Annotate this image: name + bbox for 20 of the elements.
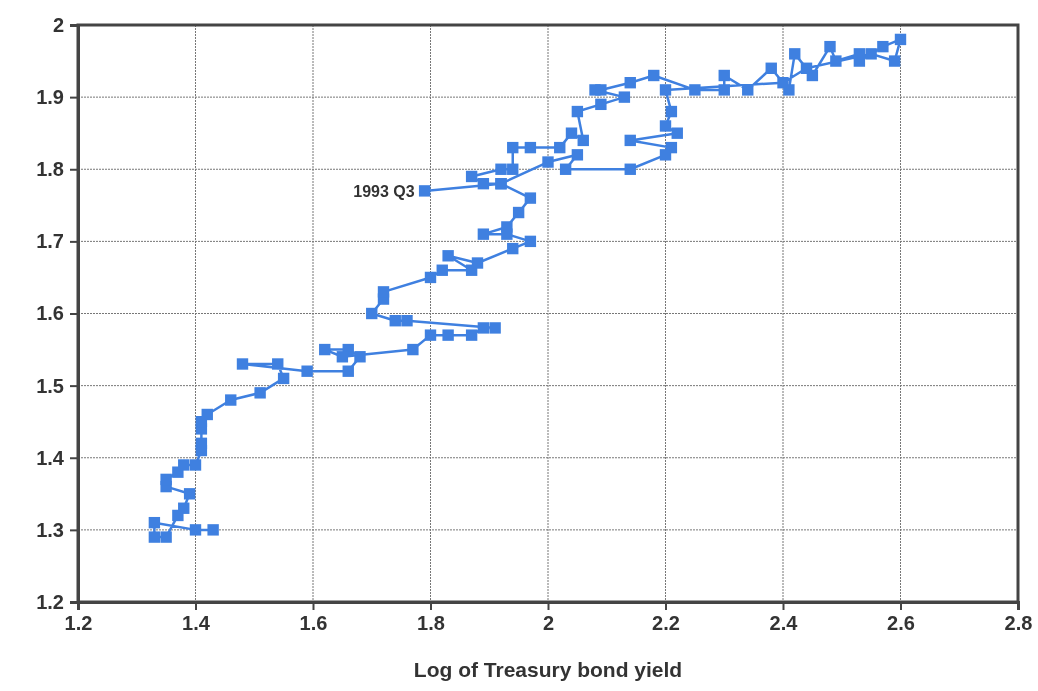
x-tick-label: 1.6 bbox=[299, 612, 328, 635]
x-tick-label: 1.2 bbox=[64, 612, 93, 635]
y-tick-label: 1.2 bbox=[36, 590, 64, 613]
y-tick-label: 2 bbox=[52, 13, 64, 36]
y-tick-label: 1.6 bbox=[36, 302, 64, 325]
x-axis-title: Log of Treasury bond yield bbox=[413, 658, 683, 681]
annotation: 1993 Q3 bbox=[353, 182, 415, 200]
x-tick-label: 2 bbox=[542, 612, 555, 635]
y-tick-label: 1.5 bbox=[36, 374, 64, 397]
x-tick-label: 2.8 bbox=[1004, 612, 1033, 635]
y-tick-label: 1.3 bbox=[36, 518, 64, 541]
x-tick-label: 1.4 bbox=[182, 612, 211, 635]
y-tick-label: 1.4 bbox=[36, 446, 65, 469]
x-tick-label: 1.8 bbox=[417, 612, 445, 635]
x-tick-label: 2.2 bbox=[652, 612, 680, 635]
x-tick-label: 2.4 bbox=[769, 612, 799, 635]
x-tick-label: 2.6 bbox=[887, 612, 915, 635]
y-tick-label: 1.7 bbox=[36, 230, 64, 253]
y-tick-label: 1.8 bbox=[36, 158, 64, 181]
y-tick-label: 1.9 bbox=[36, 86, 64, 109]
